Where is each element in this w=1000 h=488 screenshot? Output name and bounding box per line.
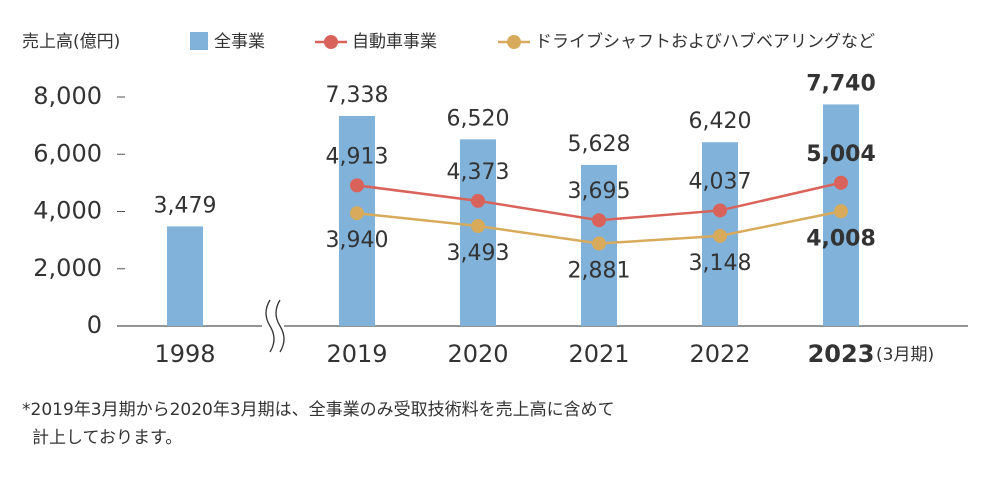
data-label: 3,695 bbox=[568, 179, 631, 204]
data-label: 6,520 bbox=[447, 106, 510, 131]
legend-swatch bbox=[324, 35, 338, 49]
line-point bbox=[350, 206, 364, 221]
x-unit-label: (3月期) bbox=[876, 345, 934, 365]
x-tick-label: 1998 bbox=[154, 340, 215, 368]
data-label: 3,148 bbox=[689, 251, 752, 276]
line-point bbox=[592, 213, 606, 228]
x-tick-label: 2020 bbox=[447, 340, 508, 368]
y-tick-label: 6,000 bbox=[33, 139, 102, 167]
axis-break bbox=[275, 299, 285, 353]
legend-label: 全事業 bbox=[214, 32, 265, 52]
data-label: 4,037 bbox=[689, 169, 752, 194]
data-label: 5,628 bbox=[568, 132, 631, 157]
legend-swatch bbox=[190, 32, 208, 50]
line-point bbox=[713, 203, 727, 218]
data-label: 3,493 bbox=[447, 241, 510, 266]
line-point bbox=[713, 228, 727, 243]
data-label: 6,420 bbox=[689, 109, 752, 134]
data-label: 3,940 bbox=[326, 228, 389, 253]
x-tick-label: 2022 bbox=[689, 340, 750, 368]
line-point bbox=[350, 178, 364, 193]
line-point bbox=[834, 204, 848, 219]
data-label: 4,913 bbox=[326, 144, 389, 169]
data-label: 7,740 bbox=[806, 71, 876, 96]
x-tick-label: 2023 bbox=[808, 340, 875, 368]
y-tick-label: 4,000 bbox=[33, 197, 102, 225]
legend-label: 自動車事業 bbox=[352, 32, 437, 52]
y-tick-label: 2,000 bbox=[33, 254, 102, 282]
data-label: 5,004 bbox=[806, 142, 876, 167]
x-tick-label: 2021 bbox=[568, 340, 629, 368]
x-tick-label: 2019 bbox=[326, 340, 387, 368]
bar bbox=[339, 115, 375, 326]
footnote: 計上しております。 bbox=[32, 428, 182, 448]
data-label: 4,008 bbox=[806, 226, 876, 251]
data-label: 4,373 bbox=[447, 160, 510, 185]
data-label: 7,338 bbox=[326, 83, 389, 108]
data-label: 2,881 bbox=[568, 259, 631, 284]
axis-break bbox=[265, 299, 275, 353]
y-tick-label: 8,000 bbox=[33, 82, 102, 110]
axis-break-gap bbox=[262, 300, 284, 352]
legend-swatch bbox=[507, 35, 521, 49]
line-point bbox=[834, 175, 848, 190]
line-point bbox=[471, 193, 485, 208]
line-point bbox=[471, 219, 485, 234]
y-axis-label: 売上高(億円) bbox=[22, 32, 120, 52]
footnote: *2019年3月期から2020年3月期は、全事業のみ受取技術料を売上高に含めて bbox=[22, 400, 615, 420]
legend-label: ドライブシャフトおよびハブベアリングなど bbox=[535, 31, 875, 52]
y-tick-label: 0 bbox=[87, 311, 102, 339]
line-point bbox=[592, 236, 606, 251]
data-label: 3,479 bbox=[154, 193, 217, 218]
bar bbox=[167, 226, 203, 326]
